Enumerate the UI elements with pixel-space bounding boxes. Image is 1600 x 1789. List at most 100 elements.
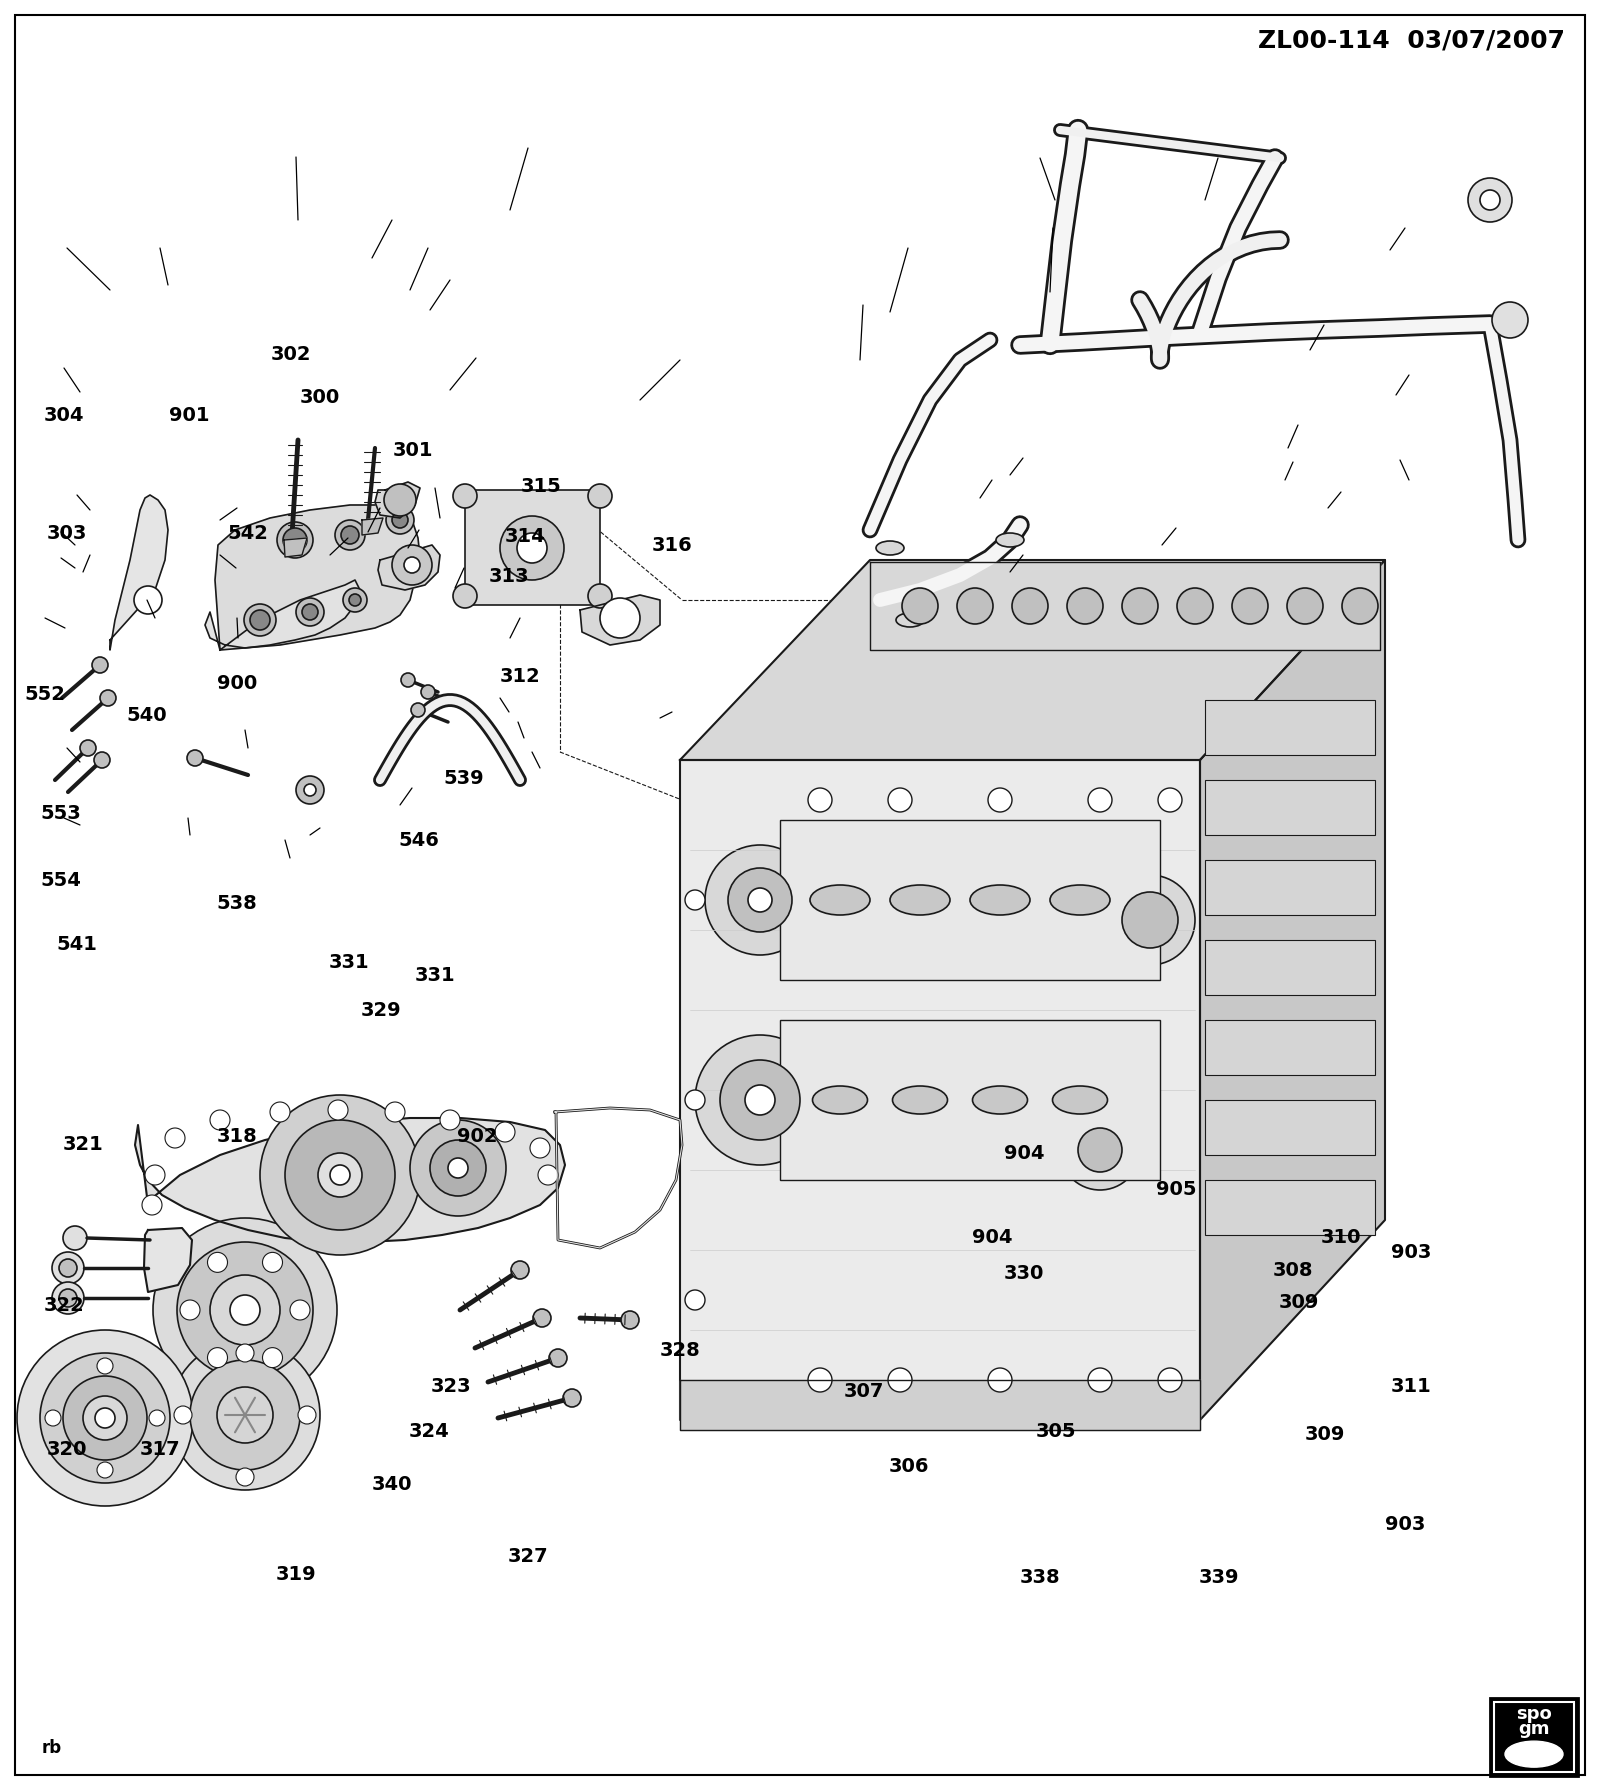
Text: 319: 319 [275, 1565, 317, 1583]
Text: spo: spo [1517, 1705, 1552, 1723]
Bar [1494, 1701, 1574, 1771]
Text: 904: 904 [971, 1229, 1013, 1247]
Circle shape [1059, 1109, 1139, 1190]
Circle shape [902, 589, 938, 624]
Text: 330: 330 [1003, 1265, 1045, 1283]
Text: 540: 540 [126, 707, 168, 725]
Circle shape [440, 1109, 461, 1131]
Circle shape [277, 522, 314, 558]
Ellipse shape [973, 1086, 1027, 1115]
Text: rb: rb [42, 1739, 62, 1757]
Text: 903: 903 [1390, 1243, 1432, 1261]
Circle shape [1122, 589, 1158, 624]
Circle shape [957, 589, 994, 624]
Circle shape [706, 844, 814, 955]
Text: 317: 317 [139, 1440, 181, 1458]
Circle shape [888, 787, 912, 812]
Circle shape [83, 1395, 126, 1440]
Circle shape [1078, 1129, 1122, 1172]
Circle shape [210, 1109, 230, 1131]
Bar [1205, 861, 1374, 914]
Circle shape [517, 533, 547, 564]
Circle shape [94, 751, 110, 767]
Circle shape [746, 1084, 774, 1115]
Text: 900: 900 [216, 674, 258, 692]
Text: ZL00-114  03/07/2007: ZL00-114 03/07/2007 [1258, 29, 1565, 52]
Text: gm: gm [1518, 1721, 1550, 1739]
Circle shape [178, 1242, 314, 1378]
Circle shape [510, 1261, 530, 1279]
Circle shape [296, 598, 323, 626]
Text: 313: 313 [488, 567, 530, 585]
Circle shape [99, 691, 115, 707]
Circle shape [283, 528, 307, 553]
Text: 302: 302 [270, 345, 312, 363]
Circle shape [421, 685, 435, 699]
Bar [1205, 780, 1374, 835]
Circle shape [218, 1386, 274, 1444]
Polygon shape [870, 562, 1379, 649]
Circle shape [318, 1152, 362, 1197]
Circle shape [342, 589, 366, 612]
Ellipse shape [1053, 1086, 1107, 1115]
Circle shape [1067, 589, 1102, 624]
Circle shape [51, 1283, 83, 1313]
Circle shape [1178, 589, 1213, 624]
Circle shape [330, 1165, 350, 1184]
Circle shape [51, 1252, 83, 1285]
Circle shape [589, 583, 611, 608]
Circle shape [989, 1369, 1013, 1392]
Circle shape [165, 1129, 186, 1149]
Circle shape [62, 1376, 147, 1460]
Text: 903: 903 [1384, 1515, 1426, 1533]
Text: 300: 300 [299, 388, 341, 406]
Circle shape [298, 1406, 317, 1424]
Text: 308: 308 [1272, 1261, 1314, 1279]
Circle shape [1106, 875, 1195, 964]
Text: 553: 553 [40, 805, 82, 823]
Ellipse shape [970, 886, 1030, 914]
Circle shape [149, 1410, 165, 1426]
Circle shape [262, 1347, 283, 1367]
Text: 331: 331 [328, 954, 370, 971]
Bar [1205, 1181, 1374, 1234]
Bar [1490, 1698, 1578, 1776]
Circle shape [259, 1095, 419, 1256]
Ellipse shape [877, 540, 904, 555]
Polygon shape [144, 1227, 192, 1292]
Text: 539: 539 [443, 769, 485, 787]
Circle shape [270, 1102, 290, 1122]
Circle shape [402, 673, 414, 687]
Circle shape [411, 703, 426, 717]
Text: 310: 310 [1320, 1229, 1362, 1247]
Text: 303: 303 [46, 524, 88, 542]
Text: 905: 905 [1155, 1181, 1197, 1199]
Bar [1205, 1100, 1374, 1156]
Circle shape [728, 868, 792, 932]
Circle shape [1013, 589, 1048, 624]
Circle shape [453, 485, 477, 508]
Text: 321: 321 [62, 1136, 104, 1154]
Circle shape [494, 1122, 515, 1141]
Circle shape [533, 1310, 550, 1327]
Circle shape [190, 1360, 301, 1471]
Circle shape [808, 787, 832, 812]
Circle shape [1232, 589, 1267, 624]
Text: 902: 902 [456, 1127, 498, 1145]
Ellipse shape [893, 1086, 947, 1115]
Polygon shape [579, 596, 661, 646]
Text: 340: 340 [371, 1476, 413, 1494]
Circle shape [93, 657, 109, 673]
Polygon shape [378, 546, 440, 590]
Circle shape [243, 605, 277, 637]
Text: 538: 538 [216, 894, 258, 912]
Text: 307: 307 [843, 1383, 885, 1401]
Circle shape [262, 1252, 283, 1272]
Circle shape [98, 1358, 114, 1374]
Circle shape [386, 1102, 405, 1122]
Circle shape [302, 605, 318, 621]
Polygon shape [110, 496, 168, 649]
Circle shape [538, 1165, 558, 1184]
Text: 338: 338 [1019, 1569, 1061, 1587]
Text: 541: 541 [56, 936, 98, 954]
